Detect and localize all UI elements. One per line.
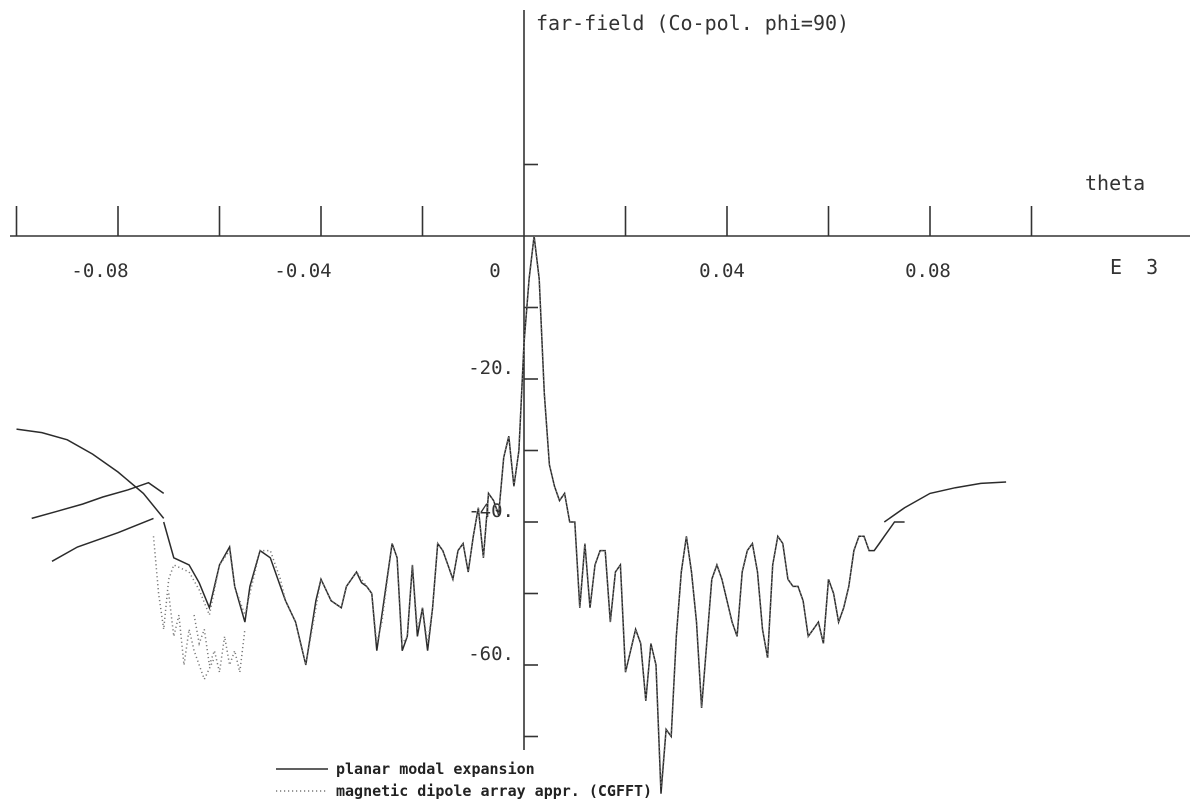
legend-label: planar modal expansion	[336, 760, 535, 778]
dipole-array-series-segment-1	[167, 593, 216, 682]
chart-title: far-field (Co-pol. phi=90)	[536, 11, 849, 35]
modal-expansion-series-segment-1	[51, 517, 154, 562]
x-tick-label: 0	[489, 260, 500, 282]
y-tick-label: -20.	[468, 357, 514, 379]
dipole-array-series-segment-2	[193, 614, 246, 673]
modal-expansion-series-segment-0	[16, 428, 165, 519]
legend-label: magnetic dipole array appr. (CGFFT)	[336, 782, 652, 800]
y-tick-label: -60.	[468, 643, 514, 665]
modal-expansion-series-segment-2	[162, 235, 905, 794]
y-tick-label: -40.	[468, 500, 514, 522]
x-tick-label: 0.08	[905, 260, 951, 282]
series-layer	[16, 235, 1007, 794]
x-axis-ticks	[15, 206, 1033, 236]
x-tick-label: 0.04	[699, 260, 745, 282]
x-scale-exponent: E 3	[1110, 255, 1158, 279]
x-tick-label: -0.04	[274, 260, 331, 282]
x-tick-label: -0.08	[71, 260, 128, 282]
modal-expansion-series-segment-4	[883, 481, 1007, 523]
legend: planar modal expansion magnetic dipole a…	[276, 760, 652, 800]
modal-expansion-series-segment-3	[31, 481, 165, 520]
x-axis-label: theta	[1085, 171, 1145, 195]
